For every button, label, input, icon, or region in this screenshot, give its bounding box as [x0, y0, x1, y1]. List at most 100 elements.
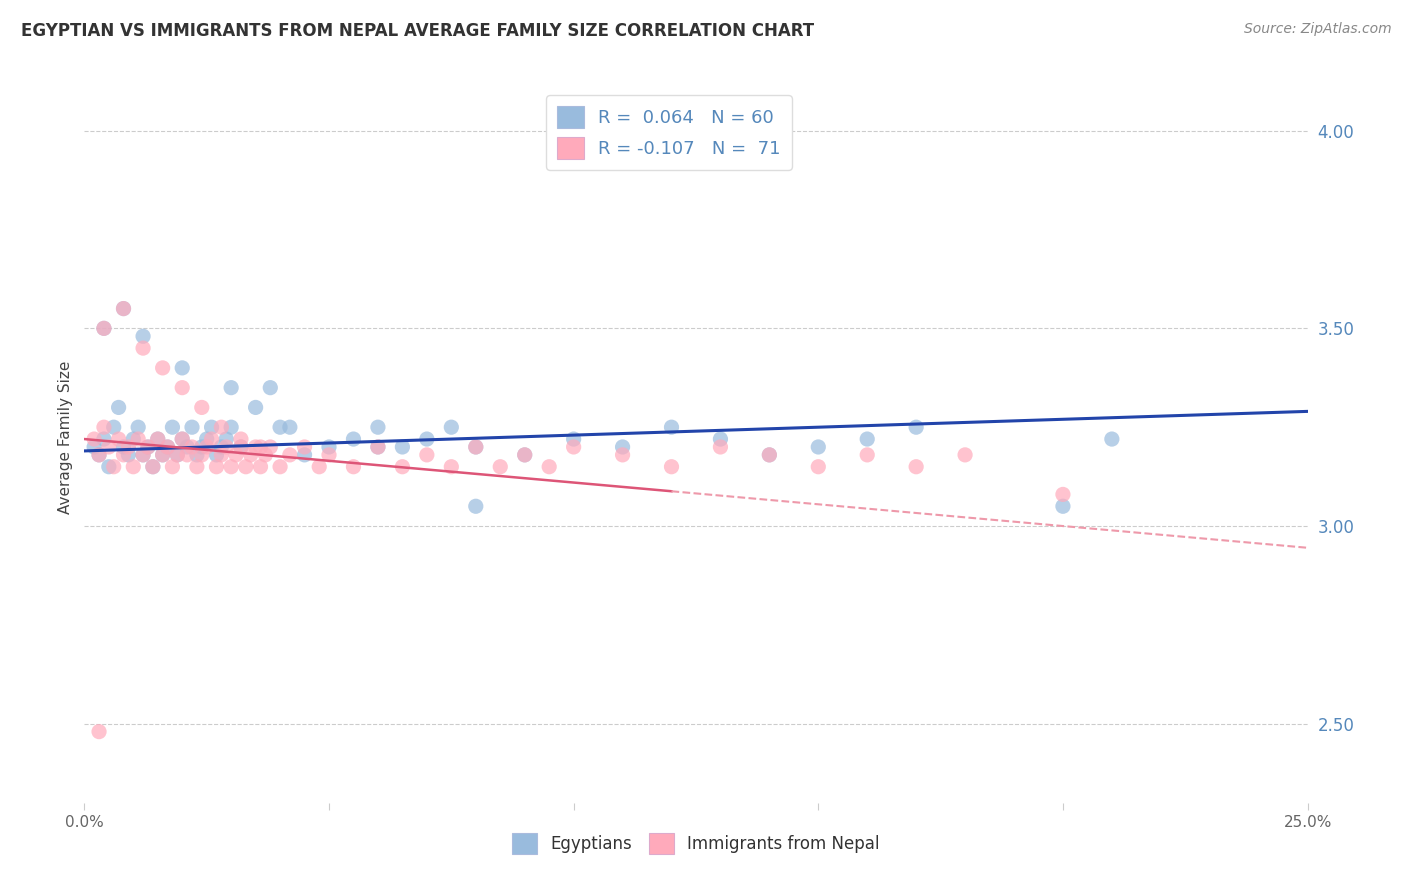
Point	[709, 440, 731, 454]
Point	[513, 448, 536, 462]
Point	[166, 448, 188, 462]
Point	[235, 459, 257, 474]
Point	[127, 420, 149, 434]
Text: Source: ZipAtlas.com: Source: ZipAtlas.com	[1244, 22, 1392, 37]
Point	[162, 459, 184, 474]
Point	[142, 459, 165, 474]
Point	[1052, 487, 1074, 501]
Point	[215, 440, 238, 454]
Point	[538, 459, 561, 474]
Point	[103, 459, 125, 474]
Point	[87, 448, 110, 462]
Point	[278, 448, 301, 462]
Point	[200, 432, 222, 446]
Point	[181, 440, 204, 454]
Point	[464, 440, 486, 454]
Point	[440, 459, 463, 474]
Point	[172, 432, 194, 446]
Point	[112, 448, 135, 462]
Point	[146, 432, 169, 446]
Point	[195, 432, 218, 446]
Point	[127, 432, 149, 446]
Point	[1052, 500, 1074, 514]
Point	[156, 440, 179, 454]
Point	[489, 459, 512, 474]
Point	[612, 448, 634, 462]
Point	[318, 448, 340, 462]
Point	[117, 448, 139, 462]
Point	[391, 440, 413, 454]
Point	[132, 341, 155, 355]
Point	[209, 448, 232, 462]
Point	[953, 448, 976, 462]
Point	[318, 440, 340, 454]
Point	[107, 432, 129, 446]
Point	[758, 448, 780, 462]
Point	[562, 432, 585, 446]
Point	[367, 420, 389, 434]
Point	[191, 440, 214, 454]
Legend: Egyptians, Immigrants from Nepal: Egyptians, Immigrants from Nepal	[506, 827, 886, 860]
Point	[245, 440, 267, 454]
Point	[294, 448, 316, 462]
Point	[249, 459, 271, 474]
Point	[464, 440, 486, 454]
Point	[181, 420, 204, 434]
Point	[191, 448, 214, 462]
Point	[112, 440, 135, 454]
Point	[440, 420, 463, 434]
Text: EGYPTIAN VS IMMIGRANTS FROM NEPAL AVERAGE FAMILY SIZE CORRELATION CHART: EGYPTIAN VS IMMIGRANTS FROM NEPAL AVERAG…	[21, 22, 814, 40]
Point	[342, 459, 364, 474]
Point	[132, 448, 155, 462]
Point	[709, 432, 731, 446]
Point	[416, 432, 439, 446]
Point	[367, 440, 389, 454]
Point	[905, 420, 928, 434]
Point	[132, 448, 155, 462]
Point	[259, 381, 281, 395]
Point	[152, 448, 174, 462]
Point	[152, 360, 174, 375]
Point	[93, 420, 115, 434]
Point	[107, 401, 129, 415]
Point	[87, 448, 110, 462]
Point	[93, 321, 115, 335]
Point	[905, 459, 928, 474]
Point	[122, 432, 145, 446]
Point	[278, 420, 301, 434]
Point	[136, 440, 159, 454]
Point	[229, 432, 252, 446]
Point	[215, 432, 238, 446]
Point	[112, 301, 135, 316]
Point	[259, 440, 281, 454]
Point	[562, 440, 585, 454]
Point	[219, 459, 242, 474]
Point	[176, 448, 198, 462]
Point	[156, 440, 179, 454]
Point	[162, 420, 184, 434]
Point	[195, 440, 218, 454]
Point	[93, 321, 115, 335]
Point	[200, 420, 222, 434]
Point	[93, 432, 115, 446]
Point	[205, 448, 228, 462]
Point	[97, 440, 120, 454]
Point	[152, 448, 174, 462]
Point	[225, 448, 247, 462]
Point	[122, 459, 145, 474]
Point	[87, 724, 110, 739]
Point	[186, 448, 208, 462]
Point	[229, 440, 252, 454]
Point	[97, 459, 120, 474]
Point	[249, 440, 271, 454]
Point	[856, 448, 879, 462]
Y-axis label: Average Family Size: Average Family Size	[58, 360, 73, 514]
Point	[172, 360, 194, 375]
Point	[239, 448, 262, 462]
Point	[191, 401, 214, 415]
Point	[391, 459, 413, 474]
Point	[856, 432, 879, 446]
Point	[245, 401, 267, 415]
Point	[807, 459, 830, 474]
Point	[172, 381, 194, 395]
